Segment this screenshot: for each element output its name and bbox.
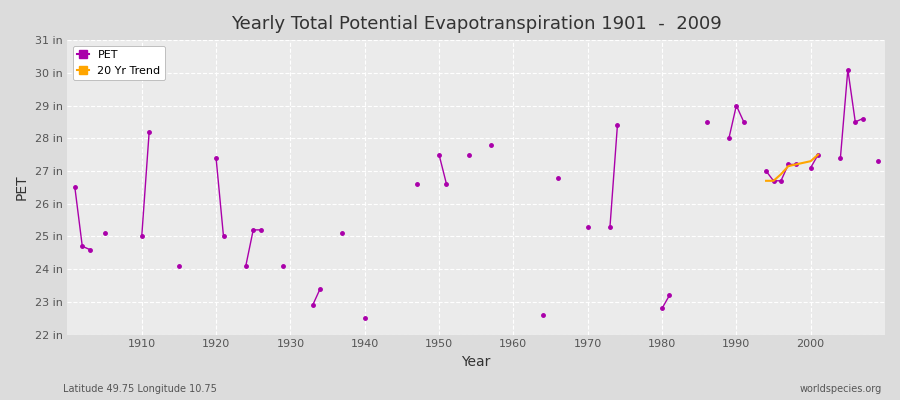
Y-axis label: PET: PET [15,174,29,200]
Text: worldspecies.org: worldspecies.org [800,384,882,394]
Legend: PET, 20 Yr Trend: PET, 20 Yr Trend [73,46,165,80]
Text: Latitude 49.75 Longitude 10.75: Latitude 49.75 Longitude 10.75 [63,384,217,394]
X-axis label: Year: Year [462,355,490,369]
Title: Yearly Total Potential Evapotranspiration 1901  -  2009: Yearly Total Potential Evapotranspiratio… [230,15,722,33]
